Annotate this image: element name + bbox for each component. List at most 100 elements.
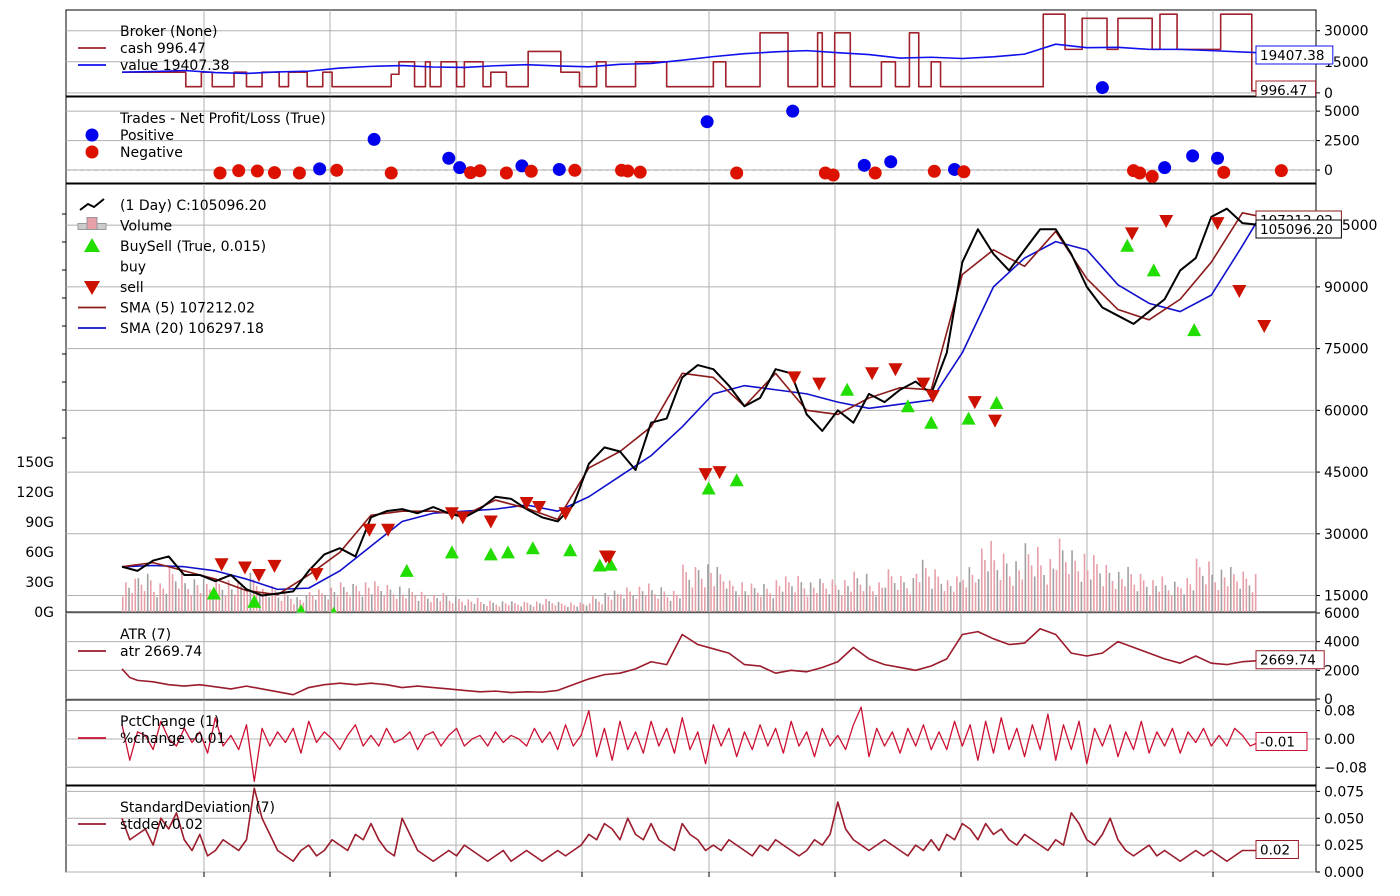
volume-bar — [193, 579, 196, 612]
volume-bar — [850, 591, 852, 612]
volume-bar — [647, 583, 650, 612]
volume-bar — [554, 605, 557, 612]
volume-bar — [1040, 565, 1042, 612]
volume-bar — [1096, 564, 1098, 612]
volume-bar — [896, 589, 899, 612]
volume-bar — [1208, 561, 1210, 612]
volume-bar — [548, 601, 550, 612]
volume-bar — [694, 567, 697, 612]
volume-bar — [1027, 554, 1030, 612]
volume-bar — [1173, 581, 1176, 612]
volume-bar — [579, 602, 582, 612]
panel-frame — [65, 699, 1317, 786]
negative-trade-point — [1217, 165, 1231, 179]
panel-frame — [65, 183, 1317, 613]
volume-bar — [806, 596, 809, 612]
sell-marker — [381, 523, 396, 537]
volume-bar — [1052, 568, 1055, 612]
volume-bar — [952, 591, 955, 612]
legend-zigzag-icon — [79, 198, 105, 211]
volume-bar — [797, 576, 799, 612]
volume-bar — [321, 593, 323, 612]
volume-bar — [924, 568, 927, 612]
legend-label: StandardDeviation (7) — [120, 800, 275, 816]
volume-bar — [1117, 571, 1120, 612]
volume-bar — [1058, 538, 1061, 612]
volume-bar — [987, 571, 989, 612]
volume-bar — [398, 586, 401, 612]
volume-bar — [604, 592, 607, 612]
legend-label: value 19407.38 — [120, 58, 230, 74]
volume-bar — [128, 587, 130, 612]
volume-bar — [122, 596, 124, 612]
volume-bar — [265, 592, 267, 612]
volume-bar — [772, 598, 775, 612]
buy-marker — [989, 395, 1004, 409]
volume-bar — [999, 580, 1002, 612]
volume-bar — [190, 594, 193, 612]
ytick-label: 15000 — [1324, 589, 1369, 605]
volume-bar — [227, 580, 230, 612]
volume-bar — [314, 599, 317, 612]
volume-bar — [1105, 564, 1108, 612]
volume-bar — [679, 598, 681, 612]
volume-bar — [358, 591, 361, 612]
volume-bar — [750, 583, 753, 612]
positive-trade-point — [313, 162, 327, 176]
volume-bar — [760, 596, 762, 612]
legend-label: Volume — [120, 219, 172, 235]
volume-bar — [1049, 559, 1052, 612]
legend-label: sell — [120, 280, 144, 296]
volume-bar — [809, 582, 812, 612]
volume-bar — [156, 597, 158, 612]
volume-bar — [937, 576, 940, 612]
volume-bar — [940, 583, 943, 612]
sell-marker — [967, 396, 982, 410]
volume-bar — [380, 591, 382, 612]
volume-bar — [395, 598, 398, 612]
positive-trade-point — [1158, 161, 1172, 175]
volume-bar — [212, 594, 214, 612]
buy-marker — [563, 543, 578, 557]
volume-bar — [143, 591, 146, 612]
volume-bar — [1180, 588, 1182, 612]
sma20-line — [121, 219, 1259, 591]
volume-bar — [591, 596, 594, 612]
negative-trade-point — [633, 165, 647, 179]
sell-marker — [251, 568, 266, 582]
volume-bar — [1124, 586, 1126, 612]
positive-trade-point — [1095, 81, 1109, 95]
panel-stddev: 0.000 0.025 0.050 0.075 StandardDeviation (7… — [65, 784, 1364, 881]
volume-bar — [178, 588, 180, 612]
volume-bar — [374, 581, 376, 612]
volume-bar — [1009, 576, 1011, 612]
volume-bar — [595, 598, 597, 612]
volume-bar — [417, 600, 420, 612]
volume-bar — [318, 589, 320, 612]
volume-bar — [1242, 571, 1245, 612]
volume-bar — [1183, 594, 1185, 612]
volume-bar — [433, 595, 435, 612]
volume-bar — [1024, 543, 1027, 612]
volume-bar — [859, 584, 862, 612]
volume-bar — [237, 581, 239, 612]
buy-marker — [1120, 238, 1135, 252]
volume-bar — [601, 604, 603, 612]
volume-bar — [856, 578, 859, 612]
volume-bar — [436, 598, 438, 612]
volume-bar — [946, 580, 949, 612]
buy-marker — [592, 558, 607, 572]
volume-bar — [666, 597, 669, 612]
volume-bar — [137, 578, 140, 612]
volume-bar — [520, 606, 522, 612]
volume-bar — [498, 606, 501, 612]
atr-line — [121, 627, 1259, 696]
volume-bar — [483, 603, 485, 612]
volume-bar — [1055, 570, 1058, 612]
volume-bar — [610, 599, 613, 612]
positive-trade-point — [884, 155, 898, 169]
volume-bar — [283, 591, 286, 612]
volume-bar — [386, 585, 389, 612]
volume-bar — [744, 591, 747, 612]
panel-broker: 0 15000 30000 Broker (None)cash 996.47value… — [65, 9, 1369, 102]
